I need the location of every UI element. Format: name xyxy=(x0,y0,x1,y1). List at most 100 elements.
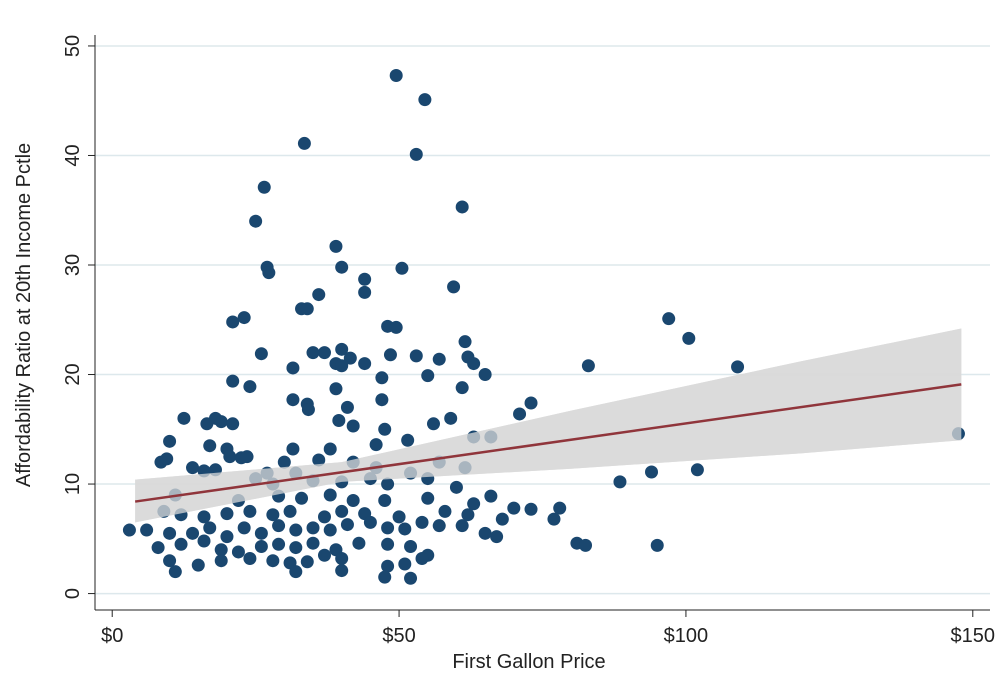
x-tick-label: $100 xyxy=(664,625,709,647)
point xyxy=(214,415,228,429)
point xyxy=(449,480,463,494)
point xyxy=(151,541,165,555)
point xyxy=(240,450,254,464)
point xyxy=(404,571,418,585)
point xyxy=(286,361,300,375)
point xyxy=(186,526,200,540)
point xyxy=(243,552,257,566)
confidence-band-overlay xyxy=(135,328,962,523)
point xyxy=(358,357,372,371)
y-tick-label: 10 xyxy=(62,473,84,495)
y-axis-title: Affordability Ratio at 20th Income Pctle xyxy=(13,143,35,487)
x-tick-label: $150 xyxy=(951,625,996,647)
point xyxy=(289,565,303,579)
point xyxy=(432,519,446,533)
point xyxy=(650,538,664,552)
point xyxy=(455,519,469,533)
point xyxy=(177,411,191,425)
point xyxy=(300,302,314,316)
point xyxy=(507,501,521,515)
point xyxy=(369,438,383,452)
y-tick-label: 20 xyxy=(62,363,84,385)
point xyxy=(300,555,314,569)
point xyxy=(398,522,412,536)
point xyxy=(335,552,349,566)
point xyxy=(389,69,403,83)
point xyxy=(581,359,595,373)
point xyxy=(214,554,228,568)
point xyxy=(289,541,303,555)
point xyxy=(220,507,234,521)
point xyxy=(524,396,538,410)
point xyxy=(438,504,452,518)
point xyxy=(553,501,567,515)
point xyxy=(346,493,360,507)
point xyxy=(186,461,200,475)
x-tick-label: $0 xyxy=(101,625,123,647)
point xyxy=(432,352,446,366)
point xyxy=(214,543,228,557)
point xyxy=(392,510,406,524)
point xyxy=(254,347,268,361)
point xyxy=(381,537,395,551)
point xyxy=(455,200,469,214)
point xyxy=(682,331,696,345)
point xyxy=(409,349,423,363)
point xyxy=(363,515,377,529)
point xyxy=(378,493,392,507)
point xyxy=(266,554,280,568)
y-tick-label: 0 xyxy=(62,588,84,599)
point xyxy=(197,510,211,524)
point xyxy=(513,407,527,421)
point xyxy=(283,504,297,518)
point xyxy=(395,261,409,275)
point xyxy=(579,538,593,552)
y-tick-label: 30 xyxy=(62,254,84,276)
point xyxy=(495,512,509,526)
point xyxy=(306,346,320,360)
point xyxy=(383,348,397,362)
point xyxy=(409,147,423,161)
point xyxy=(335,564,349,578)
point xyxy=(243,504,257,518)
point xyxy=(461,508,475,522)
point xyxy=(317,346,331,360)
x-tick-label: $50 xyxy=(382,625,415,647)
point xyxy=(343,351,357,365)
point xyxy=(381,559,395,573)
point xyxy=(415,515,429,529)
point xyxy=(163,526,177,540)
point xyxy=(478,526,492,540)
point xyxy=(220,530,234,544)
point xyxy=(168,565,182,579)
x-axis-title: First Gallon Price xyxy=(452,651,605,673)
point xyxy=(203,439,217,453)
y-tick-label: 50 xyxy=(62,35,84,57)
point xyxy=(203,521,217,535)
point xyxy=(329,239,343,253)
point xyxy=(243,380,257,394)
point xyxy=(191,558,205,572)
point xyxy=(272,519,286,533)
point xyxy=(140,523,154,537)
point xyxy=(317,510,331,524)
point xyxy=(317,548,331,562)
point xyxy=(381,477,395,491)
point xyxy=(389,320,403,334)
point xyxy=(404,539,418,553)
point xyxy=(378,570,392,584)
point xyxy=(237,521,251,535)
point xyxy=(237,311,251,325)
point xyxy=(295,491,309,505)
point xyxy=(289,523,303,537)
point xyxy=(398,557,412,571)
point xyxy=(301,403,315,417)
point xyxy=(490,530,504,544)
point xyxy=(690,463,704,477)
point xyxy=(418,93,432,107)
point xyxy=(421,369,435,383)
point xyxy=(286,393,300,407)
point xyxy=(426,417,440,431)
